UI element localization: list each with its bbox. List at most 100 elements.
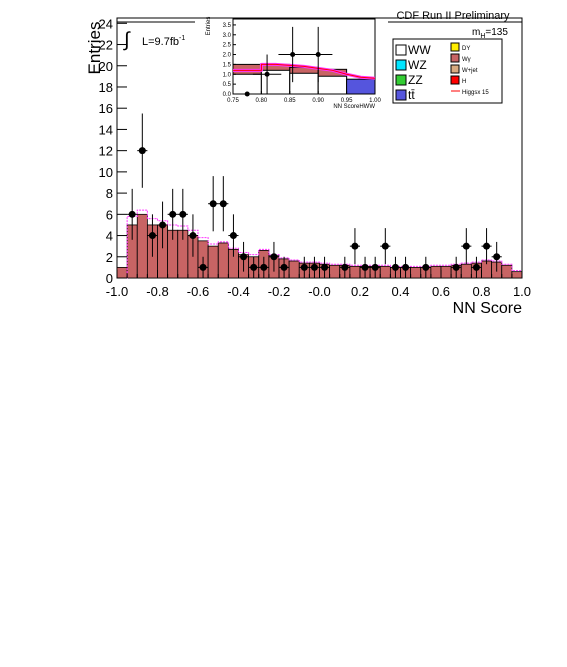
data-point (260, 263, 268, 271)
inset-tt-bar (346, 78, 376, 95)
legend-swatch (395, 74, 407, 86)
data-point (179, 210, 187, 218)
data-point (422, 263, 430, 271)
data-point (264, 71, 270, 77)
data-point (300, 263, 308, 271)
x-tick-label: -0.0 (308, 284, 330, 299)
main-data-points (127, 113, 502, 278)
data-point (128, 210, 136, 218)
y-tick-label: 22 (99, 38, 113, 53)
background-bar (501, 264, 513, 279)
legend-label: Wγ (462, 57, 471, 63)
x-tick-label: 0.80 (256, 98, 268, 104)
background-bar (288, 260, 300, 279)
x-tick-label: 0.95 (341, 98, 353, 104)
background-bar (329, 264, 341, 279)
inset-ww-bar (232, 73, 262, 95)
x-axis-title: NN Score (453, 300, 522, 317)
legend-swatch (395, 89, 407, 101)
inset-ww-bar (317, 75, 348, 95)
data-point (138, 147, 146, 155)
x-tick-label: -1.0 (106, 284, 128, 299)
data-point (148, 232, 156, 240)
y-tick-label: 14 (99, 122, 113, 137)
luminosity-label: L=9.7fb-1 (142, 35, 185, 48)
y-tick-label: 1.5 (223, 62, 232, 68)
x-tick-label: -0.2 (268, 284, 290, 299)
cdf-header: CDF Run II Preliminary (396, 10, 510, 22)
main-axes: -1.0 -0.8 -0.6 -0.4 -0.2 -0.0 0.2 0.4 0.6 0.8 1.00… (99, 16, 532, 299)
legend-swatch (450, 75, 460, 85)
y-tick-label: 0.0 (223, 92, 232, 98)
mass-label-sub: H (480, 33, 485, 40)
legend-label: ZZ (408, 73, 423, 87)
data-point (310, 263, 318, 271)
data-point (462, 242, 470, 250)
data-point (169, 210, 177, 218)
data-point (159, 221, 167, 229)
main-higgs-line (117, 209, 522, 279)
data-point (381, 242, 389, 250)
x-tick-label: 0.6 (432, 284, 450, 299)
inset-axes: 0.75 0.80 0.85 0.90 0.95 1.00 0.0 0.5 1.0 1.5 2.0 2… (223, 23, 382, 104)
data-point (402, 263, 410, 271)
background-bar (349, 265, 361, 279)
data-point (270, 253, 278, 261)
inset-ww-bar (289, 72, 319, 95)
data-point (280, 263, 288, 271)
integral-symbol: ∫ (123, 29, 131, 51)
x-tick-label: 0.75 (227, 98, 239, 104)
background-bar (460, 263, 472, 279)
y-tick-label: 10 (99, 165, 113, 180)
data-point (341, 263, 349, 271)
legend-label: tt̄ (408, 88, 415, 102)
y-tick-label: 1.0 (223, 72, 232, 78)
legend-swatch (450, 53, 460, 63)
x-tick-label: 0.90 (312, 98, 324, 104)
inset-higgs-line (233, 62, 376, 80)
y-tick-label: 20 (99, 59, 113, 74)
background-bar (217, 242, 229, 279)
legend-label: Higgsx 15 (462, 90, 489, 96)
background-bar (116, 266, 128, 279)
background-bar (430, 265, 442, 279)
data-point (219, 200, 227, 208)
legend-label: WW (408, 43, 431, 57)
mass-label-value: =135 (485, 27, 508, 38)
data-point (240, 253, 248, 261)
inset-y-axis-title: Entries (206, 17, 212, 36)
y-tick-label: 4 (106, 229, 113, 244)
data-point (290, 52, 296, 58)
background-bar (440, 265, 452, 279)
y-tick-label: 0.5 (223, 82, 232, 88)
inset-x-axis-title: NN ScoreHWW (333, 104, 375, 110)
y-tick-label: 18 (99, 80, 113, 95)
data-point (209, 200, 217, 208)
x-tick-label: 0.8 (472, 284, 490, 299)
y-tick-label: 16 (99, 101, 113, 116)
x-tick-label: 0.2 (351, 284, 369, 299)
data-point (452, 263, 460, 271)
legend-frame (392, 38, 503, 104)
background-bar (379, 265, 391, 279)
background-bar (136, 213, 148, 279)
legend-label: WZ (408, 58, 427, 72)
data-point (244, 91, 250, 97)
y-tick-label: 0 (106, 271, 113, 286)
y-tick-label: 8 (106, 186, 113, 201)
y-tick-label: 6 (106, 207, 113, 222)
legend-swatch (395, 44, 407, 56)
data-point (315, 52, 321, 58)
inset-plot: 0.75 0.80 0.85 0.90 0.95 1.00 0.0 0.5 1.0 1.5 2.0 2… (206, 17, 381, 110)
data-point (483, 242, 491, 250)
x-tick-label: -0.8 (146, 284, 168, 299)
data-point (493, 253, 501, 261)
legend-swatch (450, 64, 460, 74)
main-plot: -1.0 -0.8 -0.6 -0.4 -0.2 -0.0 0.2 0.4 0.6 0.8 1.00… (85, 16, 531, 317)
y-tick-label: 3.5 (223, 23, 232, 29)
data-point (321, 263, 329, 271)
x-tick-label: 1.0 (513, 284, 531, 299)
